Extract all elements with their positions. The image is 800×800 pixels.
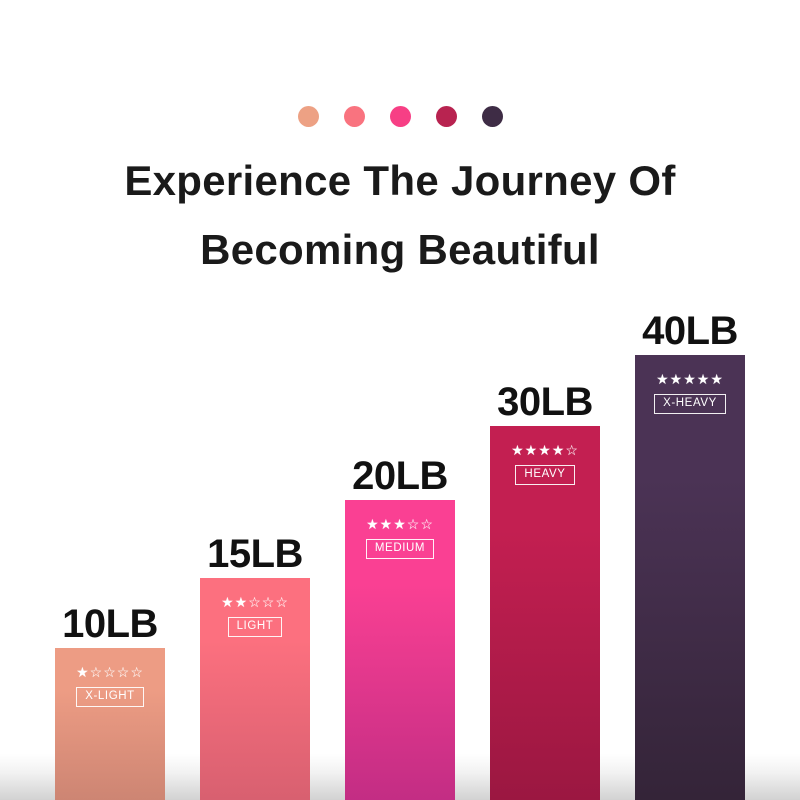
page-title-line-1: Experience The Journey Of [124, 157, 676, 204]
color-swatch-dot-1 [297, 106, 319, 127]
bar-column[interactable]: ★★★★☆ HEAVY [490, 426, 600, 800]
page-title: Experience The Journey Of Becoming Beaut… [0, 146, 800, 284]
bar-weight-label: 40LB [642, 309, 738, 353]
bar-content: ★★★★★ X-HEAVY [635, 355, 745, 414]
resistance-level-badge: MEDIUM [365, 539, 435, 559]
bar-weight-label: 10LB [62, 602, 158, 646]
resistance-level-badge: LIGHT [227, 617, 283, 637]
page-title-line-2: Becoming Beautiful [200, 226, 600, 273]
bar-content: ★★☆☆☆ LIGHT [200, 578, 310, 637]
resistance-level-badge: X-LIGHT [76, 687, 144, 707]
bar-column[interactable]: ★★☆☆☆ LIGHT [200, 578, 310, 800]
color-swatch-dot-row [0, 106, 800, 127]
color-swatch-dot-5 [481, 106, 503, 127]
star-rating: ★☆☆☆☆ [76, 664, 144, 680]
resistance-level-badge: X-HEAVY [654, 394, 726, 414]
bar-weight-label: 30LB [497, 380, 593, 424]
star-rating: ★★★★★ [656, 371, 724, 387]
star-rating: ★★☆☆☆ [221, 594, 289, 610]
bar-group-15lb[interactable]: 15LB ★★☆☆☆ LIGHT [200, 534, 310, 800]
color-swatch-dot-4 [435, 106, 457, 127]
resistance-level-badge: HEAVY [515, 465, 575, 485]
bar-weight-label: 20LB [352, 454, 448, 498]
bar-content: ★★★★☆ HEAVY [490, 426, 600, 485]
star-rating: ★★★☆☆ [366, 516, 434, 532]
bar-column[interactable]: ★☆☆☆☆ X-LIGHT [55, 648, 165, 800]
bar-group-10lb[interactable]: 10LB ★☆☆☆☆ X-LIGHT [55, 604, 165, 800]
bar-group-40lb[interactable]: 40LB ★★★★★ X-HEAVY [635, 311, 745, 800]
star-rating: ★★★★☆ [511, 442, 579, 458]
color-swatch-dot-3 [389, 106, 411, 127]
bar-group-20lb[interactable]: 20LB ★★★☆☆ MEDIUM [345, 456, 455, 800]
bar-column[interactable]: ★★★★★ X-HEAVY [635, 355, 745, 800]
bar-group-30lb[interactable]: 30LB ★★★★☆ HEAVY [490, 382, 600, 800]
color-swatch-dot-2 [343, 106, 365, 127]
bar-content: ★★★☆☆ MEDIUM [345, 500, 455, 559]
bar-weight-label: 15LB [207, 532, 303, 576]
bar-content: ★☆☆☆☆ X-LIGHT [55, 648, 165, 707]
bar-column[interactable]: ★★★☆☆ MEDIUM [345, 500, 455, 800]
